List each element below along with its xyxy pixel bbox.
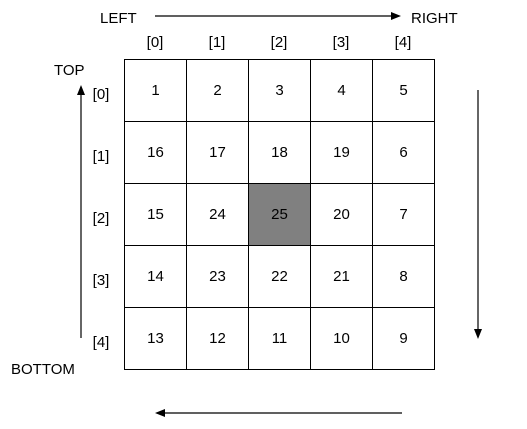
matrix-cell: 6: [373, 122, 435, 184]
matrix-cell: 11: [249, 308, 311, 370]
col-index-3: [3]: [310, 34, 372, 52]
matrix-cell: 22: [249, 246, 311, 308]
matrix-cell: 1: [125, 60, 187, 122]
matrix-cell: 9: [373, 308, 435, 370]
matrix-cell: 3: [249, 60, 311, 122]
bottom-label: BOTTOM: [11, 361, 75, 379]
row-index-2: [2]: [84, 210, 118, 228]
matrix-cell: 15: [125, 184, 187, 246]
matrix-cell: 18: [249, 122, 311, 184]
matrix-cell-highlighted: 25: [249, 184, 311, 246]
arrow-left-icon: [155, 409, 402, 417]
matrix-cell: 13: [125, 308, 187, 370]
right-label: RIGHT: [411, 10, 458, 28]
matrix-cell: 8: [373, 246, 435, 308]
left-label: LEFT: [100, 10, 137, 28]
matrix-cell: 19: [311, 122, 373, 184]
matrix-cell: 24: [187, 184, 249, 246]
col-index-4: [4]: [372, 34, 434, 52]
matrix-cell: 5: [373, 60, 435, 122]
arrow-right-icon: [155, 12, 401, 20]
matrix-cell: 4: [311, 60, 373, 122]
matrix-cell: 12: [187, 308, 249, 370]
col-index-0: [0]: [124, 34, 186, 52]
matrix-cell: 17: [187, 122, 249, 184]
matrix-cell: 7: [373, 184, 435, 246]
row-index-1: [1]: [84, 148, 118, 166]
matrix-cell: 2: [187, 60, 249, 122]
row-index-3: [3]: [84, 272, 118, 290]
spiral-matrix-grid: 1 2 3 4 5 16 17 18 19 6 15 24 25 20 7 14…: [124, 59, 435, 370]
top-label: TOP: [54, 62, 85, 80]
matrix-cell: 20: [311, 184, 373, 246]
matrix-cell: 10: [311, 308, 373, 370]
matrix-cell: 21: [311, 246, 373, 308]
matrix-cell: 23: [187, 246, 249, 308]
row-index-0: [0]: [84, 86, 118, 104]
matrix-cell: 16: [125, 122, 187, 184]
matrix-cell: 14: [125, 246, 187, 308]
row-index-4: [4]: [84, 334, 118, 352]
col-index-1: [1]: [186, 34, 248, 52]
arrow-down-icon: [474, 90, 482, 339]
col-index-2: [2]: [248, 34, 310, 52]
